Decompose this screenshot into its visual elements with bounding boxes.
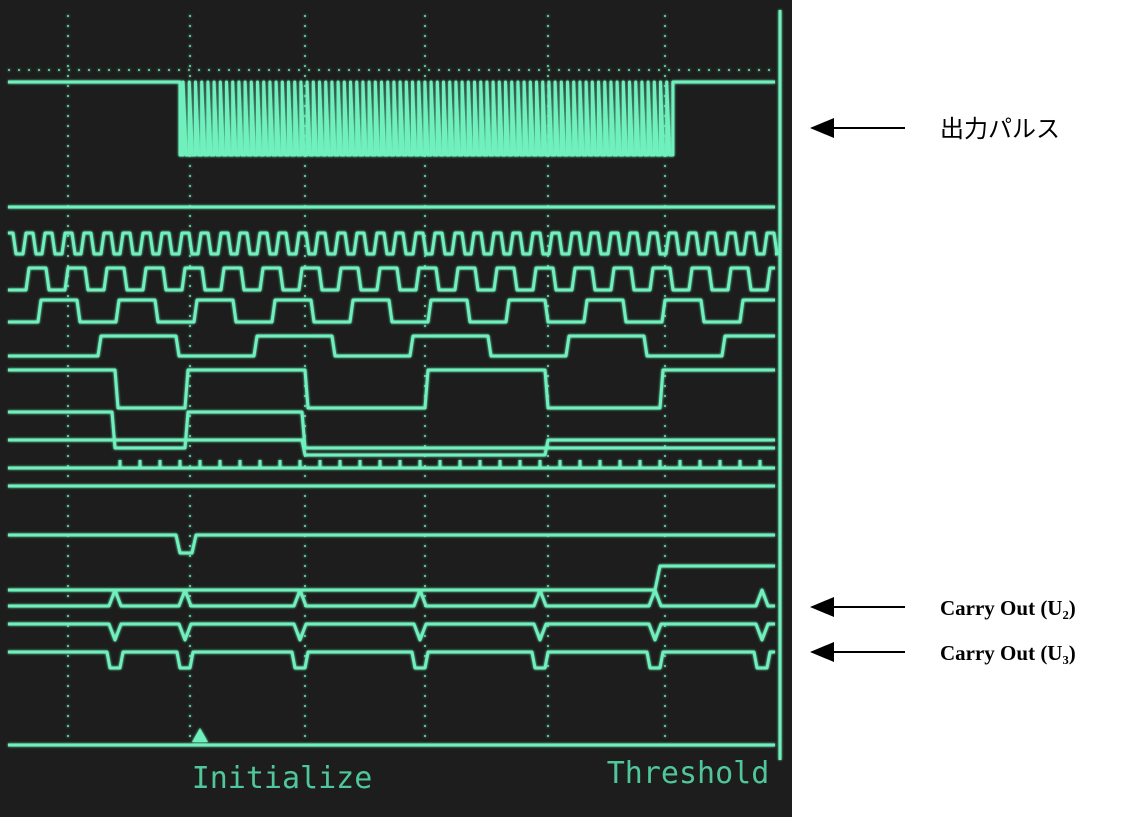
annotation: Carry Out (U₂)	[940, 596, 1076, 620]
screen-label: Threshold	[607, 756, 770, 791]
arrows	[812, 128, 905, 652]
annotation: 出力パルス	[940, 115, 1060, 143]
page: Initialize Threshold 出力パルス Carry Out (U₂…	[0, 0, 1141, 817]
screenshot: Initialize Threshold 出力パルス Carry Out (U₂…	[0, 0, 1141, 817]
annotation: Carry Out (U₃)	[940, 641, 1076, 665]
screen-label: Initialize	[192, 761, 373, 796]
